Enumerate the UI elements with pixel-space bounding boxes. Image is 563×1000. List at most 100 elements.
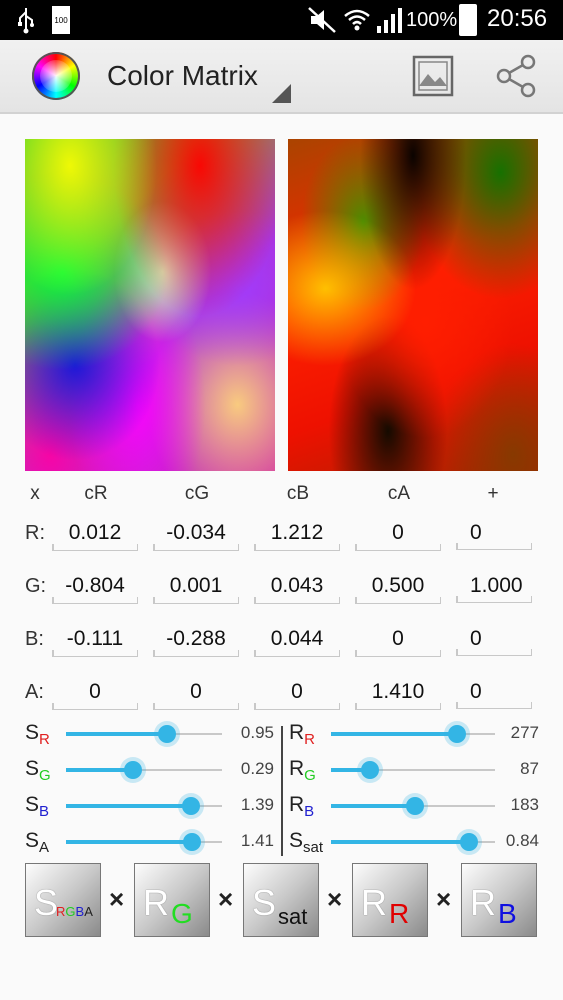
button-main-letter: R <box>470 882 496 923</box>
rotate-slider-thumb[interactable] <box>405 797 424 815</box>
rotate-slider-fill <box>331 804 415 808</box>
scale-slider-value: 0.29 <box>240 759 274 778</box>
scale-slider-thumb[interactable] <box>124 761 143 779</box>
matrix-cell-input[interactable]: 0 <box>153 677 239 710</box>
rotate-slider-track[interactable] <box>331 761 495 779</box>
button-main-letter: S <box>252 882 277 923</box>
clock: 20:56 <box>487 5 548 32</box>
scale-slider-fill <box>66 768 134 772</box>
scale-slider-thumb[interactable] <box>181 797 200 815</box>
battery-percent: 100% <box>406 9 458 31</box>
scale-slider-label-sub: B <box>39 803 50 820</box>
matrix-cell-input[interactable]: 0.044 <box>254 624 340 657</box>
app-title[interactable]: Color Matrix <box>107 60 258 91</box>
rotate-slider-label: RB <box>289 793 314 820</box>
button-sub-letters: RGBA <box>56 904 93 919</box>
rotate-slider-label-main: R <box>289 721 305 744</box>
matrix-cell-input[interactable]: 0 <box>355 518 441 551</box>
scale-slider-label-main: S <box>25 829 40 852</box>
rotate-slider-track[interactable] <box>331 797 495 815</box>
dropdown-indicator-icon[interactable] <box>272 84 291 103</box>
rotate-slider-fill <box>331 768 371 772</box>
slider-divider <box>281 726 283 856</box>
scale-slider-label: SB <box>25 793 49 820</box>
scale-slider-label-sub: R <box>39 731 50 748</box>
matrix-cell-input[interactable]: 1.410 <box>355 677 441 710</box>
matrix-cell-input[interactable]: 0.012 <box>52 518 138 551</box>
scale-slider-label-sub: G <box>39 767 51 784</box>
rotate-slider-track[interactable] <box>331 833 495 851</box>
rotate-slider-label: Ssat <box>289 829 323 856</box>
scale-slider-fill <box>66 732 168 736</box>
col-header-cb: cB <box>286 483 310 504</box>
rotate-slider-value: 277 <box>510 723 539 742</box>
matrix-cell-input[interactable]: 0.001 <box>153 571 239 604</box>
scale-slider-thumb[interactable] <box>158 725 177 743</box>
usb-icon <box>18 8 34 34</box>
rotate-slider-label: RR <box>289 721 315 748</box>
scale-slider-track[interactable] <box>66 797 222 815</box>
scale-slider-fill <box>66 840 193 844</box>
rotate-slider-thumb[interactable] <box>361 761 380 779</box>
matrix-cell-input[interactable]: 0 <box>355 624 441 657</box>
scale-slider-track[interactable] <box>66 761 222 779</box>
rotate-slider-thumb[interactable] <box>459 833 478 851</box>
matrix-cell-input[interactable]: 0 <box>254 677 340 710</box>
rotate-slider-value: 0.84 <box>505 831 539 850</box>
rotate-slider-value: 87 <box>520 759 539 778</box>
col-header-ca: cA <box>387 483 411 504</box>
scale-slider-label-main: S <box>25 721 40 744</box>
scale-slider-label-sub: A <box>39 839 50 856</box>
multiply-operator: × <box>218 884 234 914</box>
rotate-slider-track[interactable] <box>331 725 495 743</box>
button-sub-letter: R <box>56 904 66 919</box>
matrix-cell-input[interactable]: 0.043 <box>254 571 340 604</box>
rotate-slider-label-sub: G <box>304 767 316 784</box>
button-sub-letter: B <box>75 904 85 919</box>
scale-slider-track[interactable] <box>66 725 222 743</box>
button-sub-letter: A <box>84 904 93 919</box>
matrix-cell-input[interactable]: 0.500 <box>355 571 441 604</box>
matrix-cell-input[interactable]: 0 <box>456 624 532 656</box>
mute-icon <box>308 7 336 33</box>
matrix-row-label: G: <box>25 575 47 597</box>
matrix-cell-input[interactable]: -0.034 <box>153 518 239 551</box>
matrix-cell-input[interactable]: 1.212 <box>254 518 340 551</box>
scale-slider-value: 1.39 <box>240 795 274 814</box>
matrix-cell-input[interactable]: 0 <box>52 677 138 710</box>
image-icon[interactable] <box>411 54 455 98</box>
button-sub-letter: B <box>498 898 517 929</box>
scale-slider-track[interactable] <box>66 833 222 851</box>
matrix-cell-input[interactable]: -0.288 <box>153 624 239 657</box>
signal-icon <box>377 8 402 33</box>
matrix-cell-input[interactable]: 0 <box>456 518 532 550</box>
rotate-slider-thumb[interactable] <box>448 725 467 743</box>
multiply-operator: × <box>436 884 452 914</box>
col-header-cr: cR <box>84 483 108 504</box>
share-icon[interactable] <box>495 54 539 98</box>
button-sub-letter: G <box>65 904 76 919</box>
rotate-slider-label-sub: B <box>304 803 315 820</box>
scale-slider-value: 1.41 <box>240 831 274 850</box>
rotate-slider-value: 183 <box>510 795 539 814</box>
matrix-corner-label: x <box>30 483 40 504</box>
matrix-cell-input[interactable]: 1.000 <box>456 571 532 603</box>
multiply-operator: × <box>327 884 343 914</box>
matrix-cell-input[interactable]: 0 <box>456 677 532 709</box>
matrix-row-label: R: <box>25 522 45 544</box>
scale-rgba-button[interactable]: S RGBA <box>25 863 101 937</box>
matrix-cell-input[interactable]: -0.111 <box>52 624 138 657</box>
button-sub-letter: sat <box>278 904 308 929</box>
scale-slider-fill <box>66 804 191 808</box>
battery-icon <box>459 4 477 36</box>
scale-slider-label: SG <box>25 757 51 784</box>
color-wheel-icon[interactable] <box>32 52 80 100</box>
rotate-slider-label-main: R <box>289 793 305 816</box>
scale-slider-thumb[interactable] <box>183 833 202 851</box>
source-image <box>25 139 275 471</box>
matrix-cell-input[interactable]: -0.804 <box>52 571 138 604</box>
